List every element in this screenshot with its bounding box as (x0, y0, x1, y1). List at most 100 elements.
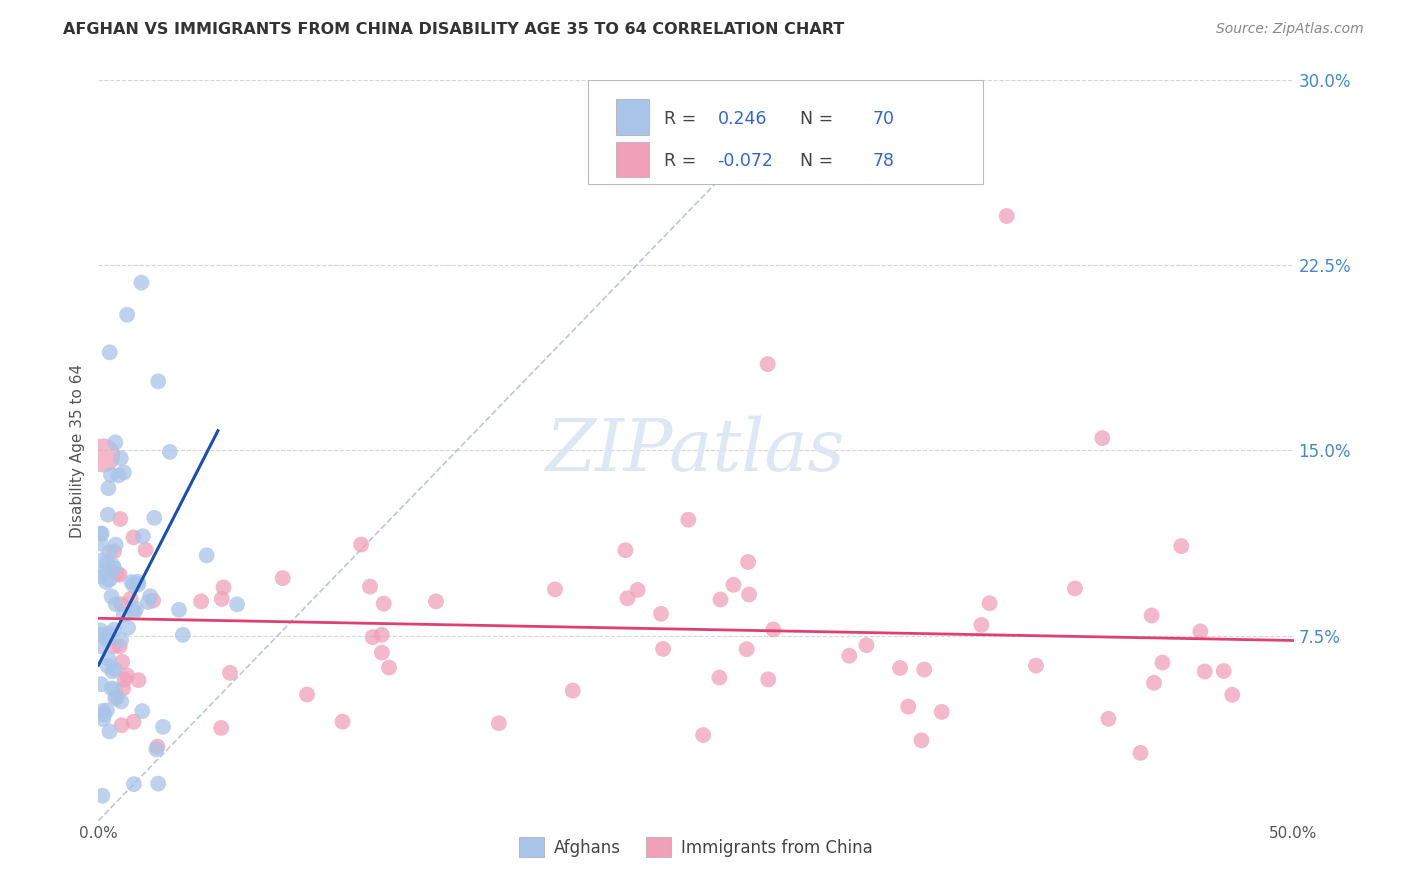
Point (159, 445, 181, 459)
Point (91, 712, 114, 726)
Point (1140, 608, 1163, 623)
Point (361, 630, 384, 644)
Point (98, 572, 121, 586)
Text: 0.246: 0.246 (717, 110, 768, 128)
Point (650, 607, 672, 621)
Point (104, 597, 127, 611)
Point (100, 681, 122, 696)
Point (616, 591, 638, 606)
Point (114, 673, 136, 687)
Point (1097, 712, 1119, 726)
Point (136, 595, 159, 609)
Point (117, 621, 139, 635)
Point (1194, 665, 1216, 679)
Point (1064, 582, 1087, 596)
Point (103, 544, 125, 558)
Point (91, 789, 114, 803)
Point (128, 673, 150, 687)
Point (709, 592, 731, 607)
Point (90, 639, 112, 653)
Point (209, 721, 232, 735)
Point (970, 618, 993, 632)
Point (737, 555, 759, 569)
Point (152, 720, 174, 734)
Point (219, 665, 242, 680)
Point (1170, 539, 1192, 553)
Point (125, 602, 148, 616)
Point (912, 663, 935, 677)
Point (756, 673, 779, 687)
Point (132, 529, 155, 543)
Point (139, 589, 162, 603)
Point (889, 661, 911, 675)
Point (110, 633, 132, 648)
Point (97, 508, 120, 522)
Point (104, 538, 127, 552)
Point (90, 624, 112, 638)
Point (122, 530, 145, 544)
Point (90, 677, 112, 691)
Point (127, 577, 149, 591)
Point (145, 742, 167, 756)
Point (111, 718, 134, 732)
Point (226, 598, 249, 612)
Point (104, 662, 127, 676)
Point (910, 733, 932, 747)
Point (735, 642, 758, 657)
Point (561, 683, 583, 698)
Point (115, 668, 138, 682)
Point (90, 569, 112, 583)
Point (108, 567, 131, 582)
Point (111, 655, 134, 669)
Point (131, 704, 153, 718)
Point (96, 557, 118, 571)
Point (91, 704, 114, 718)
Point (91, 449, 114, 463)
FancyBboxPatch shape (589, 80, 983, 184)
Point (122, 714, 145, 729)
Text: AFGHAN VS IMMIGRANTS FROM CHINA DISABILITY AGE 35 TO 64 CORRELATION CHART: AFGHAN VS IMMIGRANTS FROM CHINA DISABILI… (63, 22, 845, 37)
Text: 70: 70 (873, 110, 894, 128)
Point (1025, 658, 1047, 673)
Point (146, 739, 169, 754)
Point (124, 605, 146, 619)
Point (371, 646, 394, 660)
Point (131, 276, 153, 290)
Point (995, 209, 1018, 223)
Point (98, 626, 121, 640)
Point (1189, 624, 1212, 639)
Point (96, 574, 118, 589)
Point (211, 591, 233, 606)
Point (1212, 664, 1234, 678)
Point (488, 716, 510, 731)
Point (122, 777, 145, 791)
Point (90, 537, 112, 551)
Point (120, 591, 142, 606)
FancyBboxPatch shape (616, 99, 650, 135)
Point (756, 357, 779, 371)
Point (90, 628, 112, 642)
Point (652, 642, 675, 657)
Point (98, 545, 121, 559)
Point (97, 659, 120, 673)
Point (115, 308, 138, 322)
Point (127, 574, 149, 589)
Point (110, 512, 132, 526)
Point (142, 593, 165, 607)
Point (93, 707, 115, 722)
Point (762, 623, 785, 637)
Text: Source: ZipAtlas.com: Source: ZipAtlas.com (1216, 22, 1364, 37)
Point (90, 526, 112, 541)
Point (112, 466, 135, 480)
Point (104, 682, 127, 697)
Point (723, 578, 745, 592)
Text: N =: N = (789, 110, 839, 128)
Legend: Afghans, Immigrants from China: Afghans, Immigrants from China (512, 830, 880, 864)
Point (855, 638, 877, 652)
Point (112, 681, 135, 696)
Text: R =: R = (664, 110, 702, 128)
Point (97, 481, 120, 495)
Point (93, 565, 115, 579)
Point (378, 660, 401, 674)
Point (100, 590, 122, 604)
